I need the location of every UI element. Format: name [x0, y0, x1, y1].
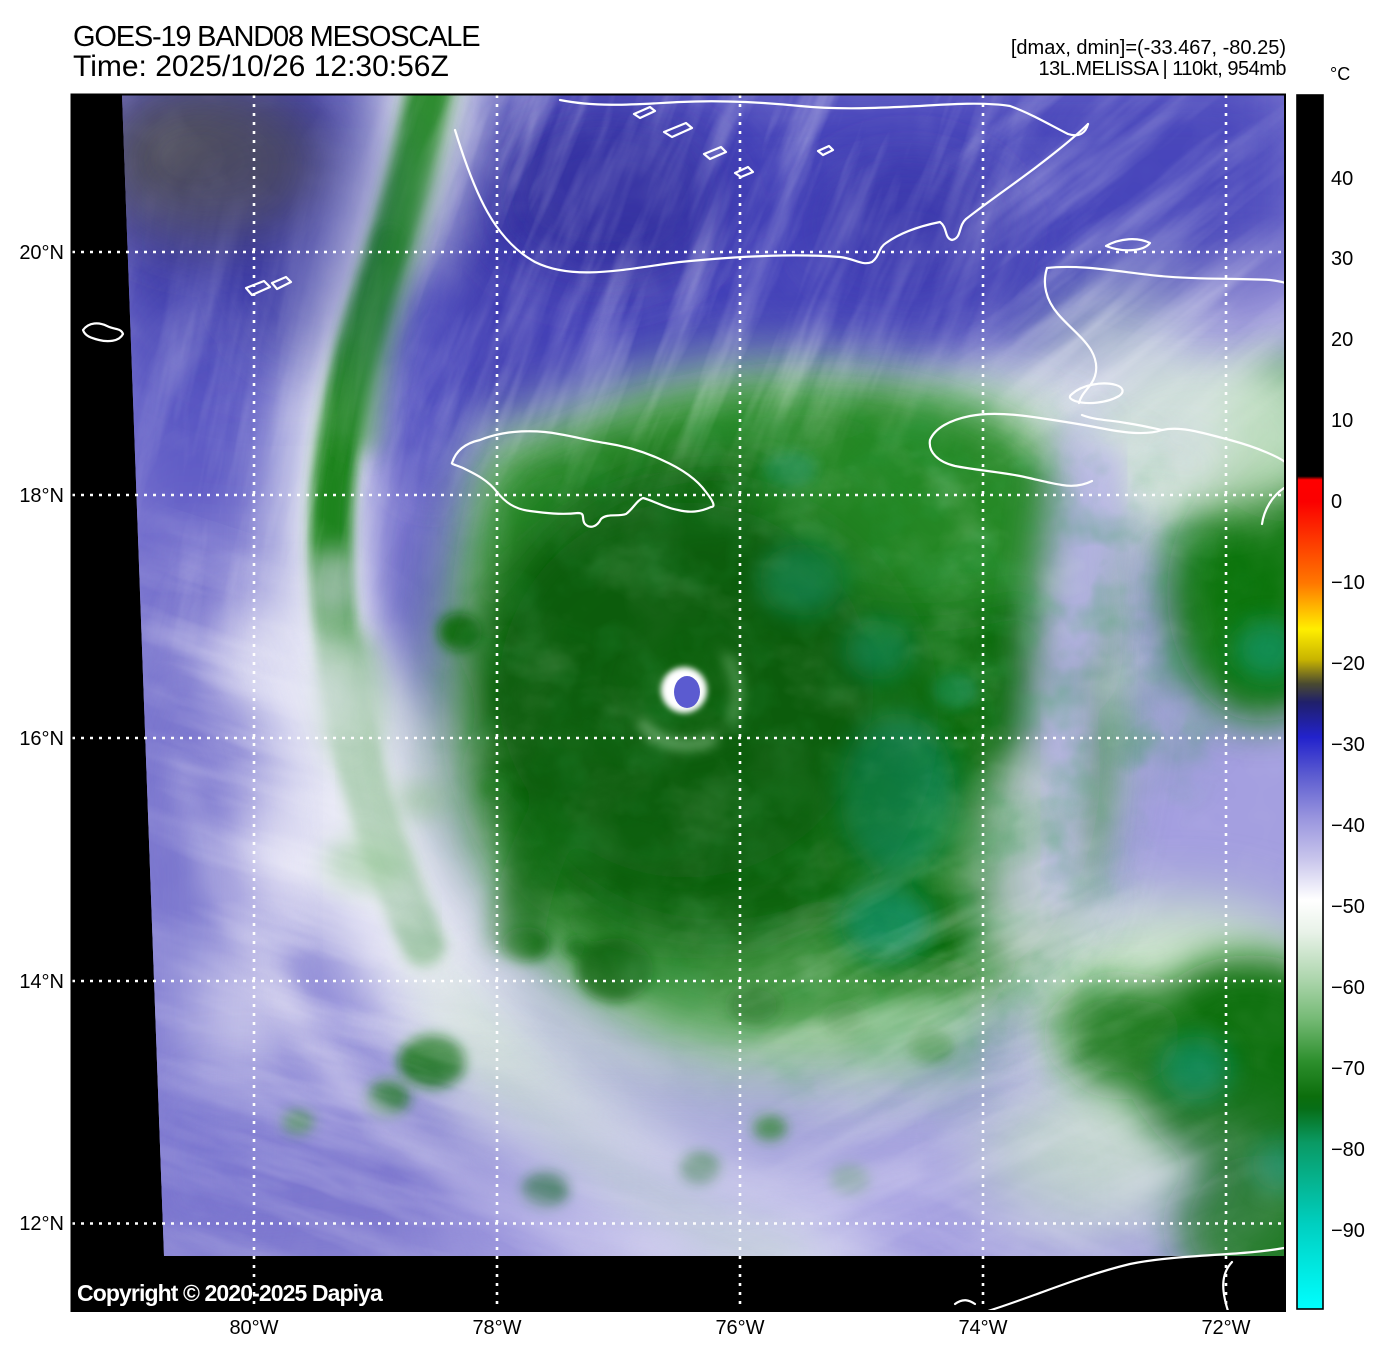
svg-text:−30: −30	[1331, 734, 1365, 756]
svg-text:°C: °C	[1330, 64, 1350, 84]
svg-text:74°W: 74°W	[958, 1317, 1007, 1339]
svg-text:20: 20	[1331, 329, 1353, 351]
svg-text:76°W: 76°W	[715, 1317, 764, 1339]
svg-text:14°N: 14°N	[19, 971, 64, 993]
svg-text:72°W: 72°W	[1201, 1317, 1250, 1339]
svg-text:10: 10	[1331, 410, 1353, 432]
svg-text:−10: −10	[1331, 572, 1365, 594]
svg-text:13L.MELISSA | 110kt, 954mb: 13L.MELISSA | 110kt, 954mb	[1038, 58, 1286, 80]
svg-text:30: 30	[1331, 248, 1353, 270]
svg-text:0: 0	[1331, 491, 1342, 513]
svg-text:−70: −70	[1331, 1058, 1365, 1080]
svg-text:Time: 2025/10/26 12:30:56Z: Time: 2025/10/26 12:30:56Z	[73, 50, 449, 83]
svg-text:−80: −80	[1331, 1139, 1365, 1161]
svg-text:[dmax, dmin]=(-33.467, -80.25): [dmax, dmin]=(-33.467, -80.25)	[1011, 37, 1286, 59]
svg-text:40: 40	[1331, 168, 1353, 190]
svg-text:−60: −60	[1331, 977, 1365, 999]
svg-text:12°N: 12°N	[19, 1213, 64, 1235]
svg-text:−40: −40	[1331, 815, 1365, 837]
svg-text:−90: −90	[1331, 1220, 1365, 1242]
svg-text:80°W: 80°W	[229, 1317, 278, 1339]
svg-text:GOES-19 BAND08 MESOSCALE: GOES-19 BAND08 MESOSCALE	[73, 21, 480, 53]
svg-text:20°N: 20°N	[19, 242, 64, 264]
svg-text:78°W: 78°W	[472, 1317, 521, 1339]
svg-text:16°N: 16°N	[19, 728, 64, 750]
svg-text:18°N: 18°N	[19, 485, 64, 507]
svg-text:−50: −50	[1331, 896, 1365, 918]
svg-text:Copyright © 2020-2025 Dapiya: Copyright © 2020-2025 Dapiya	[77, 1280, 383, 1306]
svg-text:−20: −20	[1331, 653, 1365, 675]
